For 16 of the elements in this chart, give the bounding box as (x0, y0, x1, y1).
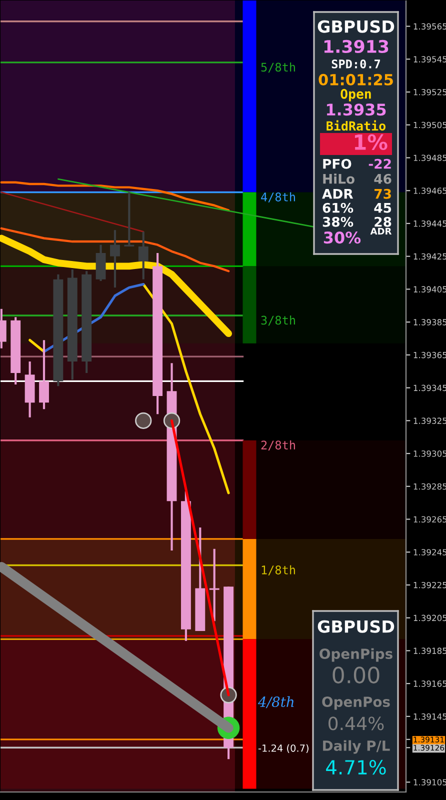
line-series (142, 283, 230, 494)
point (135, 412, 152, 429)
line-series (0, 227, 230, 272)
candlestick (138, 230, 148, 280)
candlestick (209, 548, 220, 622)
annotation: -1.24 (0.7) (258, 744, 308, 753)
ref-line-label: 3/8th (261, 316, 295, 326)
candlestick (39, 339, 49, 410)
ref-line-label: 2/8th (261, 440, 295, 450)
candlestick (124, 191, 134, 248)
line-series (0, 181, 230, 212)
ref-line-label: 1/8th (262, 565, 295, 576)
ref-line-label: 4/8th (261, 192, 295, 202)
candlestick (110, 228, 120, 289)
ref-line-label: 5/8th (261, 62, 295, 73)
annotation: 4/8th (258, 696, 294, 708)
